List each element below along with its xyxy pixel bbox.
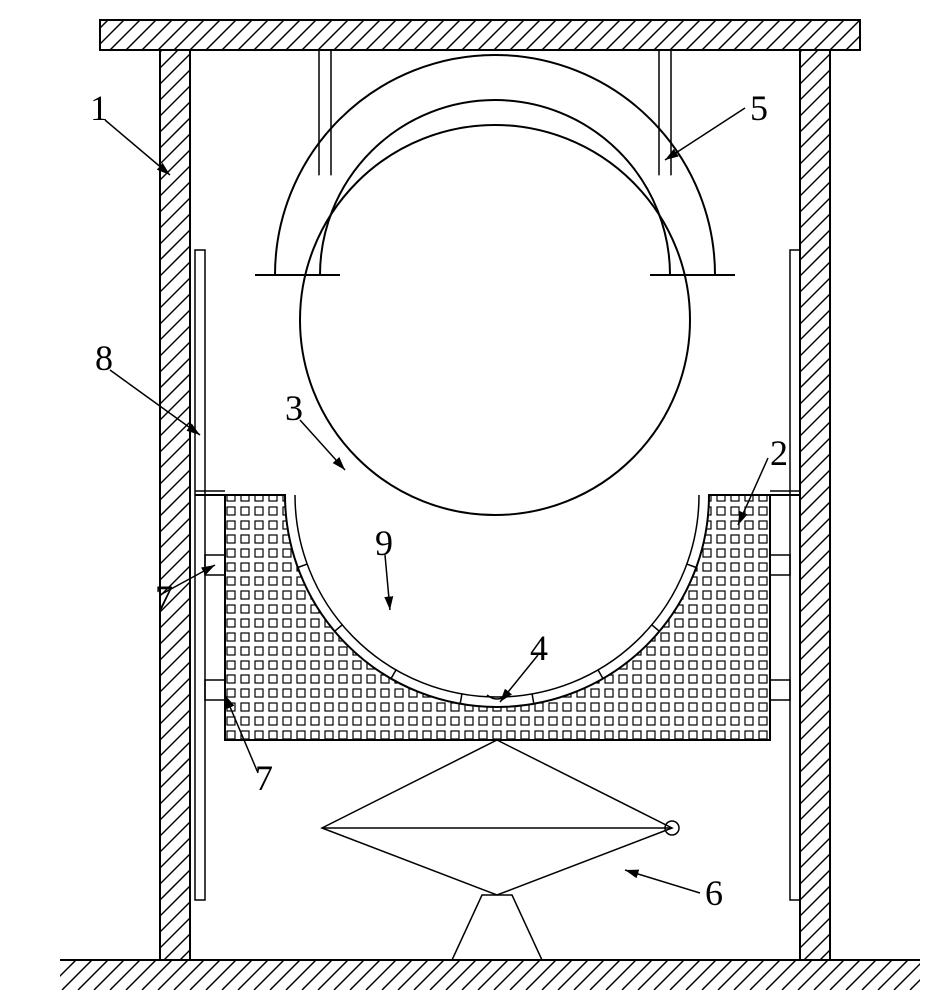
support-bracket: [770, 680, 790, 700]
label-7: 7: [255, 758, 273, 798]
label-1: 1: [90, 88, 108, 128]
label-6: 6: [705, 873, 723, 913]
leader-line: [665, 108, 745, 160]
support-bracket: [770, 555, 790, 575]
label-5: 5: [750, 88, 768, 128]
label-4: 4: [530, 628, 548, 668]
baffle-right: [790, 250, 800, 900]
label-7: 7: [155, 578, 173, 618]
label-9: 9: [375, 523, 393, 563]
support-bracket: [205, 680, 225, 700]
leader-line: [385, 555, 390, 610]
label-3: 3: [285, 388, 303, 428]
label-2: 2: [770, 433, 788, 473]
bipyramid: [322, 740, 672, 895]
leader-line: [300, 420, 345, 470]
leader-line: [110, 370, 200, 435]
label-8: 8: [95, 338, 113, 378]
leader-line: [625, 870, 700, 893]
crucible-body: [225, 495, 770, 740]
arch-hood: [275, 55, 715, 275]
rotor-circle: [300, 125, 690, 515]
